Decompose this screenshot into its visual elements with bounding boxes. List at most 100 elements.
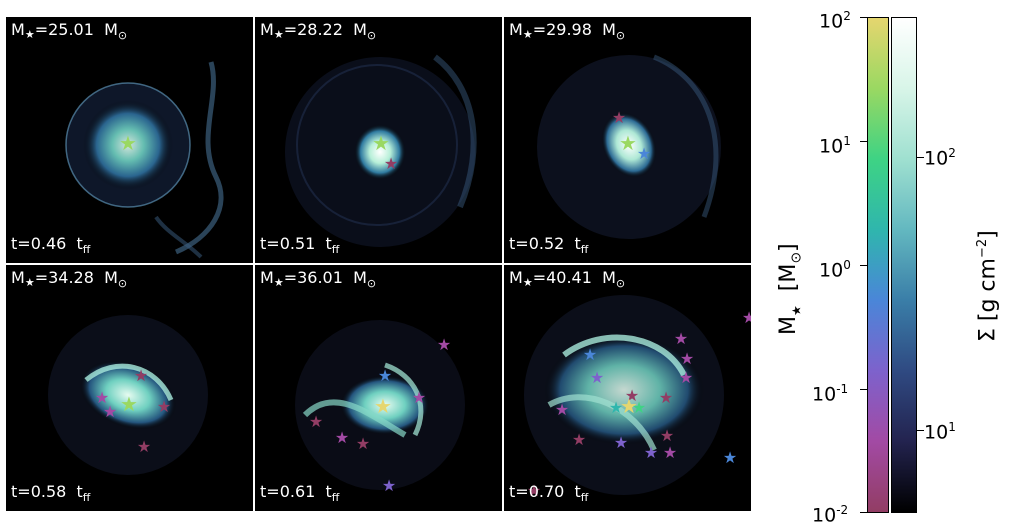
star-marker: ★ [412,388,426,407]
freefall-subscript: ff [331,243,340,256]
star-subscript-symbol: ★ [273,276,284,289]
freefall-subscript: ff [580,491,589,504]
time-label: t=0.51 tff [260,233,340,256]
tick-exponent: 1 [948,420,956,434]
time-symbol: t [509,481,516,501]
mass-symbol: M [260,268,274,287]
stellar-mass-label: M★=40.41 M⊙ [509,268,626,291]
stellar-mass-value: 40.41 [546,268,592,287]
tick-exponent: -2 [836,503,849,517]
star-marker: ★ [527,481,541,500]
tick-base: 10 [819,135,844,158]
sun-symbol: ⊙ [117,29,128,42]
star-marker: ★ [680,349,694,368]
star-marker: ★ [612,108,626,127]
tick-base: 10 [924,421,949,444]
density-map-2: ★ ★ [285,54,477,247]
time-label: t=0.70 tff [509,481,589,504]
star-marker: ★ [590,368,604,387]
star-subscript-symbol: ★ [273,28,284,41]
star-marker: ★ [637,144,651,163]
tick-exponent: 0 [843,258,851,272]
star-marker: ★ [335,428,349,447]
freefall-time-unit: t [574,481,581,501]
star-subscript-symbol: ★ [522,28,533,41]
stellar-mass-value: 34.28 [48,268,94,287]
sun-symbol: ⊙ [366,29,377,42]
mass-symbol: M [260,20,274,39]
colorbar-tick [860,389,867,390]
colorbar-tick [917,430,924,431]
time-symbol: t [260,481,267,501]
colorbar-tick [860,265,867,266]
star-marker: ★ [572,430,586,449]
star-marker: ★ [644,443,658,462]
time-value: 0.46 [30,233,67,253]
star-marker: ★ [309,412,323,431]
axis-unit-exponent: −2 [975,238,990,259]
star-marker: ★ [614,433,628,452]
time-value: 0.61 [279,481,316,501]
simulation-panel-grid: ★ M★=25.01 M⊙ t=0.46 tff ★ ★ M★=28.2 [6,17,752,513]
sun-symbol: ⊙ [117,277,128,290]
star-marker: ★ [742,308,751,327]
simulation-panel-4: ★ ★ ★ ★ ★ ★ M★=34.28 M⊙ t=0.58 tff [6,265,253,511]
time-symbol: t [11,233,18,253]
star-marker: ★ [632,398,646,417]
simulation-panel-5: ★ ★ ★ ★ ★ ★ ★ ★ M★=36.01 M⊙ t=0.61 tff [255,265,502,511]
surface-density-axis-label: Σ [g cm−2] [975,230,1001,342]
stellar-mass-colorbar [867,17,889,513]
star-marker: ★ [660,426,674,445]
freefall-time-unit: t [325,233,332,253]
tick-exponent: 2 [948,146,956,160]
time-label: t=0.46 tff [11,233,91,256]
star-subscript-symbol: ★ [789,305,804,317]
star-marker: ★ [95,388,109,407]
stellar-mass-axis-label: M★ [M⊙] [776,243,805,335]
time-symbol: t [509,233,516,253]
surface-density-tick-label: 102 [924,143,956,168]
star-marker: ★ [555,400,569,419]
star-marker: ★ [372,131,390,155]
stellar-mass-tick-label: 102 [819,6,851,31]
simulation-panel-1: ★ M★=25.01 M⊙ t=0.46 tff [6,17,253,263]
stellar-mass-label: M★=28.22 M⊙ [260,20,377,43]
surface-density-tick-label: 101 [924,417,956,442]
time-value: 0.58 [30,481,67,501]
simulation-panel-3: ★ ★ ★ M★=29.98 M⊙ t=0.52 tff [504,17,751,263]
stellar-mass-tick-label: 10-2 [812,500,848,525]
time-symbol: t [11,481,18,501]
star-marker: ★ [378,366,392,385]
freefall-subscript: ff [580,243,589,256]
solar-mass-unit: M [353,268,367,287]
time-label: t=0.52 tff [509,233,589,256]
simulation-panel-6: ★ ★ ★ ★ ★ ★ ★ ★ ★ ★ ★ ★ ★ ★ ★ ★ ★ ★ ★ M★… [504,265,751,511]
tick-base: 10 [819,259,844,282]
star-marker: ★ [679,368,693,387]
stellar-mass-value: 25.01 [48,20,94,39]
time-value: 0.52 [528,233,565,253]
star-marker: ★ [384,154,398,173]
time-label: t=0.61 tff [260,481,340,504]
star-marker: ★ [663,443,677,462]
density-map-4: ★ ★ ★ ★ ★ ★ [48,315,208,475]
star-marker: ★ [119,131,137,155]
stellar-mass-tick-label: 101 [819,131,851,156]
density-map-1: ★ [65,61,224,259]
stellar-mass-label: M★=29.98 M⊙ [509,20,626,43]
tick-base: 10 [924,147,949,170]
star-marker: ★ [356,434,370,453]
star-marker: ★ [674,329,688,348]
tick-base: 10 [812,504,837,526]
freefall-subscript: ff [82,491,91,504]
axis-symbol: M [776,316,801,335]
stellar-mass-label: M★=34.28 M⊙ [11,268,128,291]
freefall-time-unit: t [76,481,83,501]
star-marker: ★ [137,437,151,456]
solar-mass-unit: M [353,20,367,39]
colorbar-tick [860,512,867,513]
mass-symbol: M [11,268,25,287]
freefall-time-unit: t [76,233,83,253]
colorbar-tick [917,157,924,158]
sun-symbol: ⊙ [366,277,377,290]
